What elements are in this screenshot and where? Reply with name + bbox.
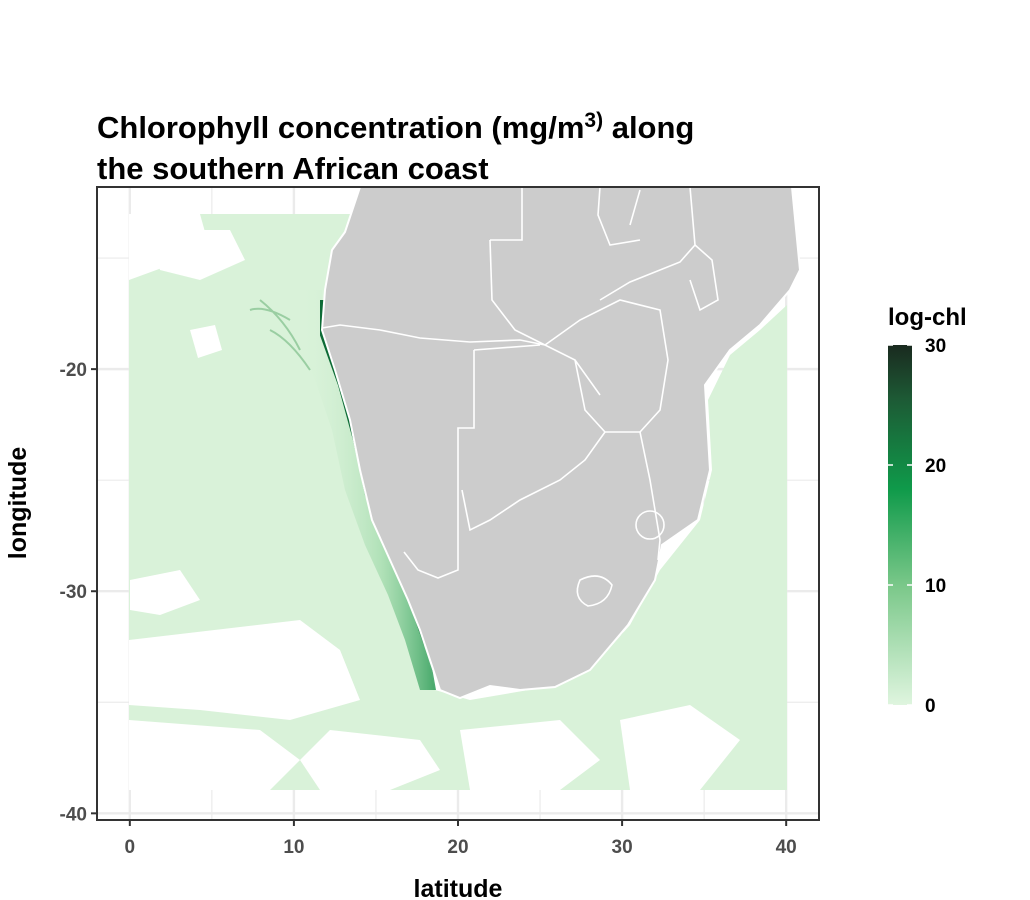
upwelling-band [300, 290, 436, 690]
legend-title: log-chl [888, 304, 967, 331]
y-tick-label: -40 [60, 804, 87, 825]
title-line-1: Chlorophyll concentration (mg/m3) along [97, 109, 694, 145]
land-mass [320, 187, 802, 700]
legend-tick-label: 30 [925, 336, 946, 357]
chart-title: Chlorophyll concentration (mg/m3) along … [97, 109, 694, 186]
x-tick-label: 40 [776, 837, 797, 858]
x-tick-label: 30 [612, 837, 633, 858]
legend-tick-label: 0 [925, 696, 936, 717]
country-borders [321, 187, 719, 607]
legend-tick-label: 20 [925, 456, 946, 477]
x-axis: 0 10 20 30 40 [125, 820, 797, 858]
legend-colorbar [888, 345, 912, 705]
plot-panel [96, 186, 820, 821]
x-axis-title: latitude [414, 875, 503, 900]
legend-tick-label: 10 [925, 576, 946, 597]
map-layers [129, 187, 802, 790]
title-line-2: the southern African coast [97, 151, 489, 186]
legend-ticks: 30 20 10 0 [888, 336, 946, 717]
offshore-filaments [249, 299, 311, 371]
color-legend: log-chl 30 20 10 0 [888, 304, 967, 717]
x-tick-label: 10 [283, 837, 304, 858]
y-axis: -20 -30 -40 [60, 360, 97, 825]
y-axis-title: longitude [4, 447, 32, 560]
x-tick-label: 0 [125, 837, 136, 858]
y-tick-label: -30 [60, 582, 87, 603]
y-tick-label: -20 [60, 360, 87, 381]
x-tick-label: 20 [447, 837, 468, 858]
